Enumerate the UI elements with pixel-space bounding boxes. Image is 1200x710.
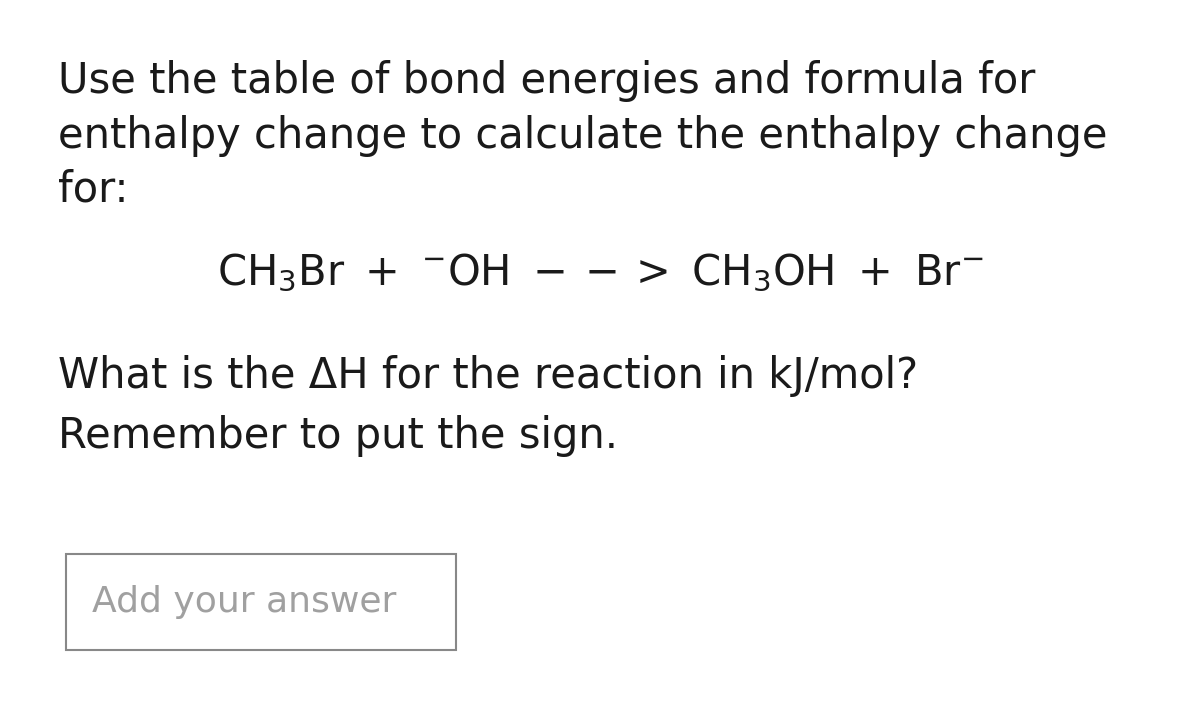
FancyBboxPatch shape (66, 554, 456, 650)
Text: Add your answer: Add your answer (92, 585, 397, 618)
Text: for:: for: (58, 169, 128, 211)
Text: $\mathregular{CH_3Br\ +\ ^{-}OH\ -->\ CH_3OH\ +\ Br^{-}}$: $\mathregular{CH_3Br\ +\ ^{-}OH\ -->\ CH… (217, 252, 983, 294)
Text: Remember to put the sign.: Remember to put the sign. (58, 415, 618, 457)
Text: Use the table of bond energies and formula for: Use the table of bond energies and formu… (58, 60, 1034, 102)
Text: What is the ΔH for the reaction in kJ/mol?: What is the ΔH for the reaction in kJ/mo… (58, 355, 918, 397)
Text: enthalpy change to calculate the enthalpy change: enthalpy change to calculate the enthalp… (58, 115, 1108, 157)
